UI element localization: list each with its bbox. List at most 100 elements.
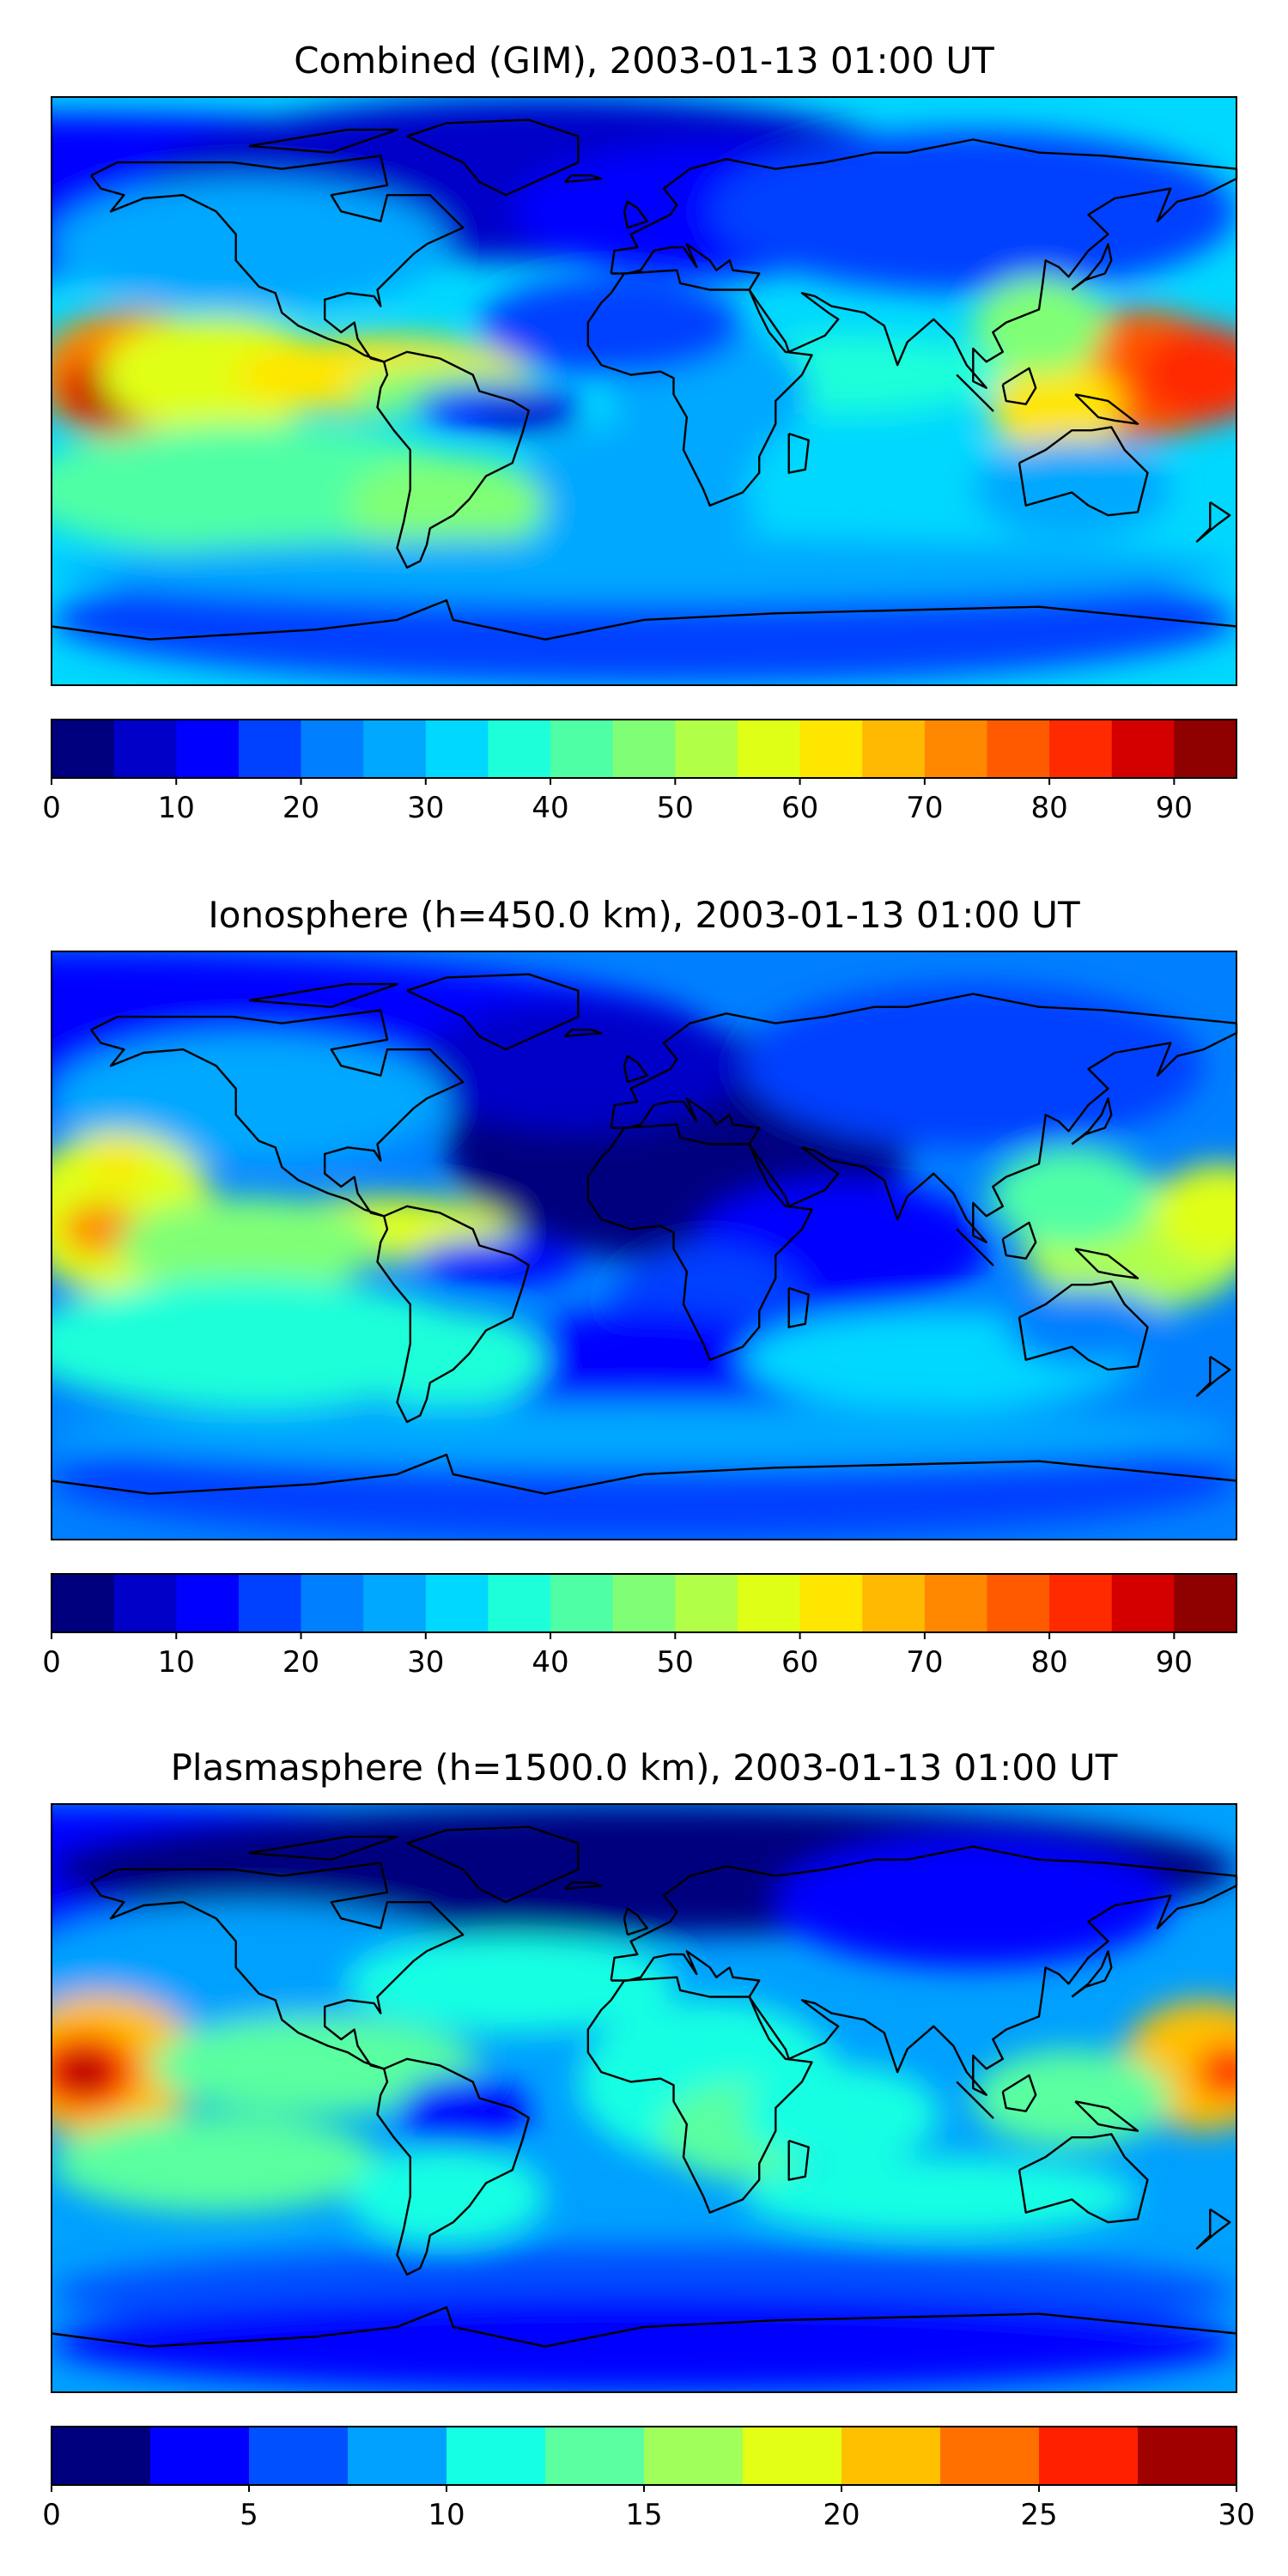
colorbar-swatch [301, 1574, 364, 1632]
contour-region [149, 2016, 480, 2115]
contour-region [52, 2293, 1236, 2392]
contour-region [479, 276, 743, 375]
colorbar-swatch [52, 1574, 115, 1632]
colorbar-swatch [1174, 1574, 1237, 1632]
colorbar-tick-label: 10 [428, 2498, 465, 2532]
colorbar-tick-label: 5 [240, 2498, 258, 2532]
contour-region [58, 2052, 111, 2092]
colorbar-swatch [249, 2427, 349, 2485]
coastline [564, 1881, 603, 1891]
contour-region [973, 2049, 1171, 2148]
contour-region [989, 358, 1121, 457]
colorbar-tick-label: 0 [42, 2498, 61, 2532]
contour-region [52, 2114, 381, 2213]
colorbar-tick-label: 30 [1218, 2498, 1255, 2532]
contour-region [52, 1033, 447, 1164]
coastlines [51, 118, 1238, 641]
colorbar-tick-label: 70 [906, 1645, 943, 1680]
colorbar-combined: 0 10 20 30 40 50 60 70 80 90 [42, 719, 1237, 825]
colorbar-swatch [488, 720, 551, 778]
colorbar-tick-label: 60 [781, 791, 818, 825]
contour-region [512, 423, 776, 555]
colorbar-tick-label: 20 [283, 791, 319, 825]
coastline [610, 993, 1238, 1243]
contour-region [52, 1402, 1236, 1468]
map-plot-plasmasphere [51, 1803, 1238, 2393]
colorbar-swatch [447, 2427, 546, 2485]
coastline [1195, 501, 1231, 543]
coastline [1074, 2100, 1139, 2132]
coastline [376, 350, 530, 569]
colorbar-tick-label: 30 [407, 1645, 444, 1680]
colorbar-swatch [924, 720, 988, 778]
map-title: Plasmasphere (h=1500.0 km), 2003-01-13 0… [171, 1747, 1118, 1789]
colorbar-swatch [176, 720, 240, 778]
contour-region [348, 1935, 677, 2033]
coastline [406, 118, 580, 197]
colorbar-tick-label: 50 [657, 791, 694, 825]
contour-region [397, 2075, 529, 2154]
colorbar-tick-label: 20 [283, 1645, 319, 1680]
colorbar-swatch [675, 720, 738, 778]
colorbar-tick-label: 10 [158, 1645, 195, 1680]
coastline [406, 973, 580, 1051]
colorbar-tick-label: 0 [42, 791, 61, 825]
contour-region [743, 2157, 1138, 2236]
colorbar-swatch [940, 2427, 1040, 2485]
coastlines [51, 973, 1238, 1495]
colorbar-swatch [1111, 1574, 1175, 1632]
contour-region [1005, 1287, 1171, 1367]
colorbar-swatch [924, 1574, 988, 1632]
colorbar-swatch [150, 2427, 250, 2485]
colorbar-swatch [238, 1574, 302, 1632]
colorbar-swatch [799, 720, 863, 778]
colorbar-swatch [1111, 720, 1175, 778]
colorbar-swatch [545, 2427, 645, 2485]
coastline [51, 2306, 1237, 2348]
coastline [1071, 1097, 1113, 1145]
contour-region [973, 440, 1171, 538]
colorbar-swatch [1049, 720, 1113, 778]
coastline [51, 1453, 1237, 1495]
colorbar-swatch [488, 1574, 551, 1632]
coastline [1001, 2074, 1037, 2112]
colorbar-swatch [675, 1574, 738, 1632]
contour-region [413, 1238, 579, 1285]
coastline [1018, 1280, 1149, 1371]
colorbar-swatch [987, 720, 1050, 778]
contour-region [348, 2147, 545, 2245]
colorbar-swatch [363, 1574, 427, 1632]
coastline [90, 1009, 465, 1218]
coastline [956, 374, 994, 412]
contour-region [52, 179, 447, 310]
coastline [1195, 2208, 1231, 2250]
contour-region [413, 1000, 743, 1132]
colorbar-tick-label: 30 [407, 791, 444, 825]
coastline [564, 174, 603, 184]
coastline [248, 1835, 398, 1861]
colorbar-swatch [644, 2427, 744, 2485]
contour-region [743, 984, 1204, 1148]
colorbar-swatch [1138, 2427, 1237, 2485]
coastline [610, 1845, 1238, 2096]
coastline [623, 200, 648, 229]
colorbar-swatch [113, 720, 177, 778]
coastline [586, 269, 813, 507]
colorbar-tick-label: 60 [781, 1645, 818, 1680]
colorbar-swatch [52, 2427, 151, 2485]
colorbar-swatch [425, 720, 489, 778]
coastline [1018, 2133, 1149, 2224]
map-title: Ionosphere (h=450.0 km), 2003-01-13 01:0… [208, 894, 1080, 936]
colorbar-tick-label: 25 [1020, 2498, 1057, 2532]
coastline [1071, 243, 1113, 291]
contour-region [100, 315, 331, 434]
colorbar-swatch [612, 1574, 676, 1632]
contour-region [52, 538, 1236, 604]
colorbar-tick-label: 80 [1030, 1645, 1067, 1680]
colorbar-tick-label: 10 [158, 791, 195, 825]
contour-region [709, 130, 1236, 294]
colorbar-swatch [987, 1574, 1050, 1632]
contour-region [348, 1310, 545, 1409]
coastline [787, 2139, 810, 2181]
colorbar-ionosphere: 0 10 20 30 40 50 60 70 80 90 [42, 1573, 1237, 1680]
